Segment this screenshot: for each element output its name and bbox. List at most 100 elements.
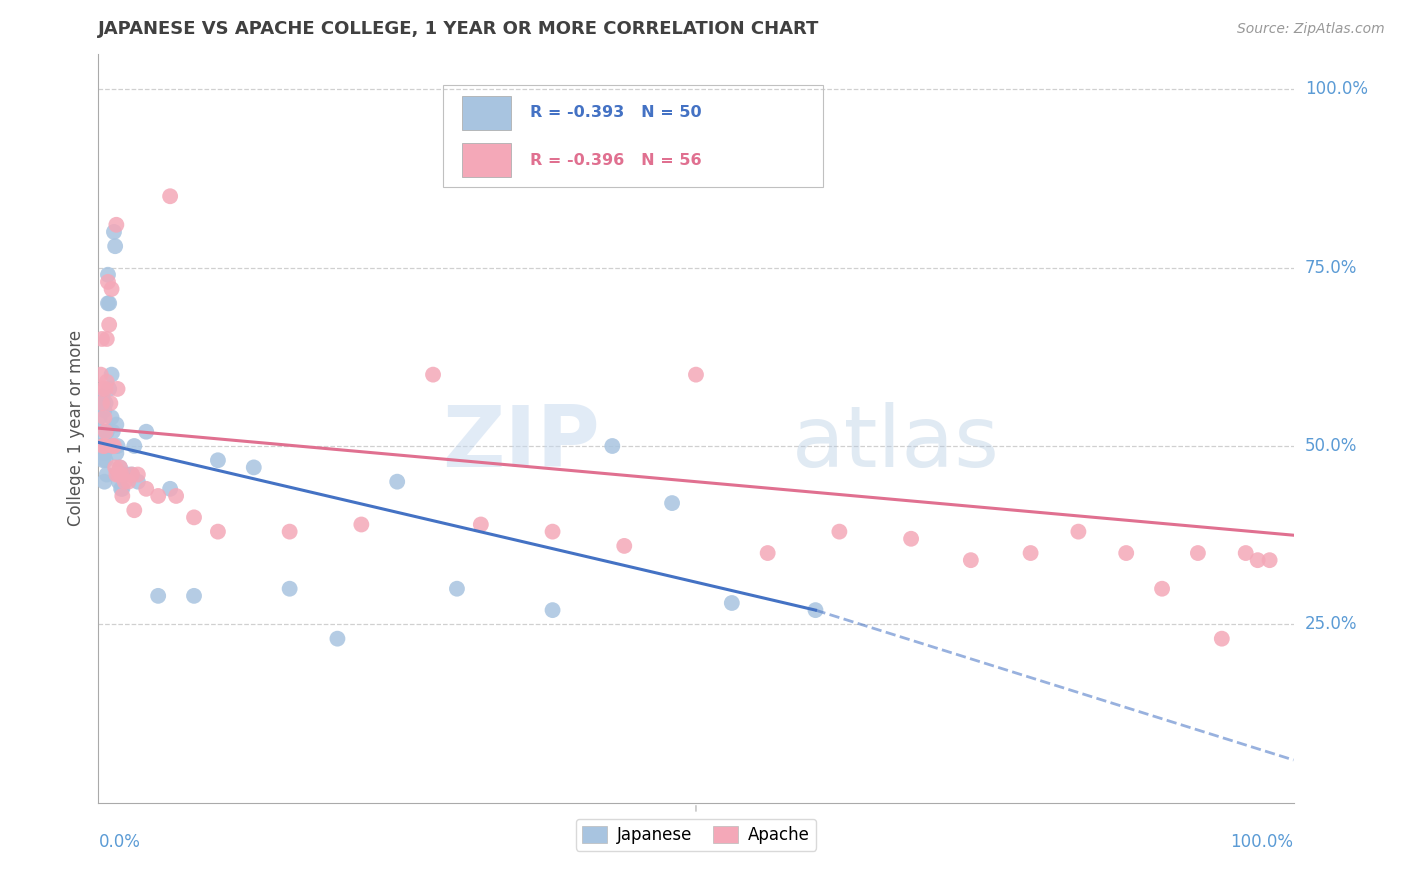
Point <box>103 225 125 239</box>
Point <box>1115 546 1137 560</box>
Point <box>326 632 349 646</box>
Point <box>93 410 115 425</box>
Point <box>91 425 114 439</box>
Text: JAPANESE VS APACHE COLLEGE, 1 YEAR OR MORE CORRELATION CHART: JAPANESE VS APACHE COLLEGE, 1 YEAR OR MO… <box>98 21 820 38</box>
Point <box>278 582 301 596</box>
Point <box>541 524 564 539</box>
Point <box>104 460 127 475</box>
Point <box>103 439 125 453</box>
FancyBboxPatch shape <box>461 144 512 177</box>
Point <box>207 524 229 539</box>
Point <box>900 532 922 546</box>
Point <box>98 296 121 310</box>
Point <box>94 453 117 467</box>
Text: Source: ZipAtlas.com: Source: ZipAtlas.com <box>1237 22 1385 37</box>
Point <box>1187 546 1209 560</box>
Point <box>721 596 744 610</box>
Point <box>93 439 115 453</box>
Point <box>98 382 121 396</box>
Point <box>108 460 131 475</box>
Legend: Japanese, Apache: Japanese, Apache <box>575 819 817 851</box>
Point <box>1019 546 1042 560</box>
Point <box>124 503 146 517</box>
Point <box>422 368 444 382</box>
Point <box>110 482 132 496</box>
Point <box>91 396 114 410</box>
Point <box>91 382 114 396</box>
Text: 50.0%: 50.0% <box>1305 437 1357 455</box>
Point <box>96 375 118 389</box>
Point <box>470 517 492 532</box>
Point <box>183 510 205 524</box>
Point <box>685 368 707 382</box>
Y-axis label: College, 1 year or more: College, 1 year or more <box>66 330 84 526</box>
Point <box>107 382 129 396</box>
Point <box>127 467 149 482</box>
Point <box>804 603 827 617</box>
Point <box>828 524 851 539</box>
Point <box>165 489 187 503</box>
Point <box>100 368 122 382</box>
Point <box>1067 524 1090 539</box>
Point <box>124 439 146 453</box>
Point <box>121 467 143 482</box>
Point <box>105 218 128 232</box>
Point <box>101 425 124 439</box>
Point <box>1234 546 1257 560</box>
Point <box>385 475 409 489</box>
Point <box>91 396 114 410</box>
Point <box>94 396 117 410</box>
Point <box>114 467 136 482</box>
Point <box>98 439 122 453</box>
Point <box>97 296 120 310</box>
Point <box>117 475 139 489</box>
Point <box>107 467 129 482</box>
Point <box>602 439 624 453</box>
Point <box>90 439 112 453</box>
Point <box>108 460 131 475</box>
Point <box>613 539 636 553</box>
Point <box>207 453 229 467</box>
Point <box>94 382 117 396</box>
Point <box>100 410 122 425</box>
Point <box>97 275 120 289</box>
Point <box>243 460 266 475</box>
Text: 0.0%: 0.0% <box>98 833 141 851</box>
Point <box>93 475 115 489</box>
Point <box>111 489 134 503</box>
Text: 75.0%: 75.0% <box>1305 259 1357 277</box>
Point <box>148 589 170 603</box>
Point <box>541 603 564 617</box>
Point <box>93 446 115 460</box>
Point <box>91 439 114 453</box>
Point <box>1258 553 1281 567</box>
Text: ZIP: ZIP <box>443 401 600 484</box>
Point <box>105 467 128 482</box>
Point <box>101 439 124 453</box>
Text: 100.0%: 100.0% <box>1305 80 1368 98</box>
Text: atlas: atlas <box>792 401 1000 484</box>
Point <box>1247 553 1270 567</box>
Point <box>96 332 118 346</box>
Point <box>96 467 118 482</box>
Point <box>127 475 149 489</box>
Point <box>756 546 779 560</box>
Point <box>97 268 120 282</box>
Point <box>159 482 181 496</box>
Point <box>90 368 112 382</box>
Point <box>117 467 139 482</box>
Point <box>278 524 301 539</box>
Point <box>661 496 683 510</box>
Point <box>159 189 181 203</box>
Point <box>350 517 373 532</box>
Point <box>98 396 122 410</box>
Point <box>446 582 468 596</box>
Point <box>91 389 114 403</box>
FancyBboxPatch shape <box>461 96 512 130</box>
Text: 100.0%: 100.0% <box>1230 833 1294 851</box>
Text: R = -0.393   N = 50: R = -0.393 N = 50 <box>530 105 702 120</box>
Point <box>1152 582 1174 596</box>
Point <box>135 425 157 439</box>
Point <box>121 467 143 482</box>
Point <box>105 417 128 432</box>
